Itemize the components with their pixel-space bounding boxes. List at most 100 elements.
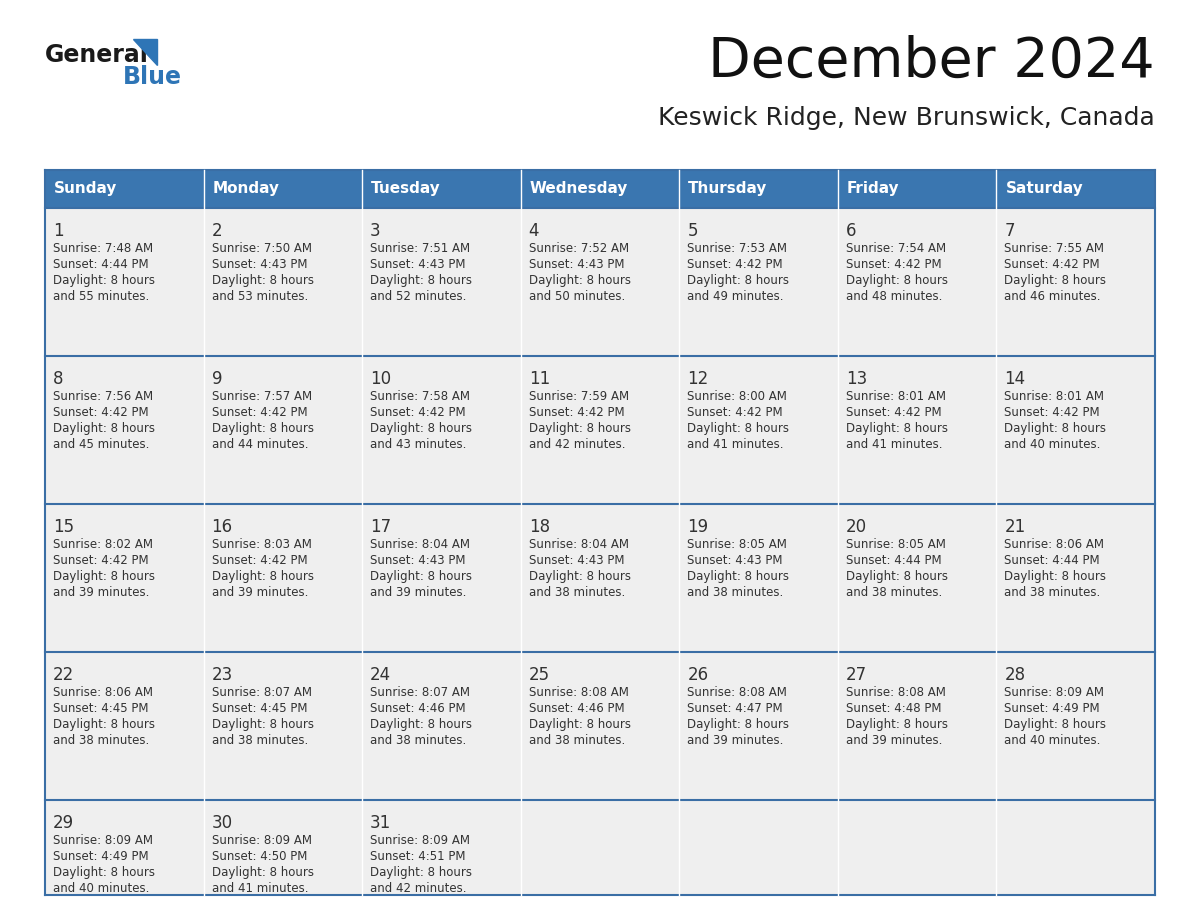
Text: and 53 minutes.: and 53 minutes.: [211, 290, 308, 303]
Bar: [45, 170, 203, 208]
Text: Sunset: 4:42 PM: Sunset: 4:42 PM: [529, 406, 625, 419]
Text: 14: 14: [1004, 370, 1025, 388]
Text: Sunset: 4:43 PM: Sunset: 4:43 PM: [688, 554, 783, 567]
Text: and 38 minutes.: and 38 minutes.: [211, 734, 308, 747]
Text: Sunrise: 8:04 AM: Sunrise: 8:04 AM: [529, 538, 628, 551]
Text: Sunday: Sunday: [53, 182, 118, 196]
Text: Sunset: 4:43 PM: Sunset: 4:43 PM: [371, 554, 466, 567]
Text: and 39 minutes.: and 39 minutes.: [53, 586, 150, 599]
Text: Wednesday: Wednesday: [530, 182, 628, 196]
Text: Sunset: 4:50 PM: Sunset: 4:50 PM: [211, 850, 307, 863]
Text: and 39 minutes.: and 39 minutes.: [688, 734, 784, 747]
Text: 27: 27: [846, 666, 867, 684]
Text: Sunrise: 8:08 AM: Sunrise: 8:08 AM: [846, 686, 946, 699]
Text: Sunset: 4:42 PM: Sunset: 4:42 PM: [1004, 406, 1100, 419]
Text: 16: 16: [211, 518, 233, 536]
Text: Sunrise: 7:51 AM: Sunrise: 7:51 AM: [371, 242, 470, 255]
Text: and 38 minutes.: and 38 minutes.: [53, 734, 150, 747]
Text: Sunset: 4:42 PM: Sunset: 4:42 PM: [211, 554, 308, 567]
Text: Sunrise: 8:06 AM: Sunrise: 8:06 AM: [53, 686, 153, 699]
Text: Sunrise: 7:54 AM: Sunrise: 7:54 AM: [846, 242, 946, 255]
Text: 22: 22: [53, 666, 74, 684]
Text: Sunset: 4:43 PM: Sunset: 4:43 PM: [211, 258, 307, 271]
Text: Sunset: 4:49 PM: Sunset: 4:49 PM: [53, 850, 148, 863]
Text: and 38 minutes.: and 38 minutes.: [688, 586, 784, 599]
Text: Sunset: 4:42 PM: Sunset: 4:42 PM: [688, 258, 783, 271]
Bar: [520, 170, 680, 208]
Text: Sunset: 4:42 PM: Sunset: 4:42 PM: [53, 406, 148, 419]
Text: Sunrise: 8:09 AM: Sunrise: 8:09 AM: [211, 834, 311, 847]
Text: Sunrise: 8:08 AM: Sunrise: 8:08 AM: [688, 686, 788, 699]
Text: and 55 minutes.: and 55 minutes.: [53, 290, 150, 303]
Bar: [45, 652, 1155, 800]
Text: and 39 minutes.: and 39 minutes.: [846, 734, 942, 747]
Text: and 40 minutes.: and 40 minutes.: [1004, 438, 1101, 451]
Text: 23: 23: [211, 666, 233, 684]
Text: Sunrise: 8:07 AM: Sunrise: 8:07 AM: [211, 686, 311, 699]
Text: Sunset: 4:46 PM: Sunset: 4:46 PM: [529, 702, 625, 715]
Text: Daylight: 8 hours: Daylight: 8 hours: [211, 274, 314, 287]
Text: 4: 4: [529, 222, 539, 240]
Text: Sunrise: 8:07 AM: Sunrise: 8:07 AM: [371, 686, 470, 699]
Text: 28: 28: [1004, 666, 1025, 684]
Text: Sunrise: 7:59 AM: Sunrise: 7:59 AM: [529, 390, 628, 403]
Text: Daylight: 8 hours: Daylight: 8 hours: [529, 718, 631, 731]
Text: 24: 24: [371, 666, 391, 684]
Text: Keswick Ridge, New Brunswick, Canada: Keswick Ridge, New Brunswick, Canada: [658, 106, 1155, 130]
Text: Daylight: 8 hours: Daylight: 8 hours: [211, 718, 314, 731]
Text: Daylight: 8 hours: Daylight: 8 hours: [846, 274, 948, 287]
Text: and 43 minutes.: and 43 minutes.: [371, 438, 467, 451]
Text: and 38 minutes.: and 38 minutes.: [846, 586, 942, 599]
Text: and 38 minutes.: and 38 minutes.: [371, 734, 467, 747]
Text: Daylight: 8 hours: Daylight: 8 hours: [688, 422, 789, 435]
Text: and 50 minutes.: and 50 minutes.: [529, 290, 625, 303]
Text: Daylight: 8 hours: Daylight: 8 hours: [211, 422, 314, 435]
Text: and 40 minutes.: and 40 minutes.: [1004, 734, 1101, 747]
Text: 10: 10: [371, 370, 391, 388]
Text: 19: 19: [688, 518, 708, 536]
Text: and 38 minutes.: and 38 minutes.: [529, 586, 625, 599]
Polygon shape: [133, 39, 157, 65]
Text: and 39 minutes.: and 39 minutes.: [371, 586, 467, 599]
Text: Daylight: 8 hours: Daylight: 8 hours: [1004, 422, 1106, 435]
Text: 1: 1: [53, 222, 64, 240]
Text: Sunset: 4:43 PM: Sunset: 4:43 PM: [529, 258, 624, 271]
Text: 2: 2: [211, 222, 222, 240]
Text: Daylight: 8 hours: Daylight: 8 hours: [688, 718, 789, 731]
Text: and 46 minutes.: and 46 minutes.: [1004, 290, 1101, 303]
Bar: [45, 208, 1155, 356]
Bar: [838, 170, 997, 208]
Text: Daylight: 8 hours: Daylight: 8 hours: [846, 570, 948, 583]
Text: Sunrise: 8:08 AM: Sunrise: 8:08 AM: [529, 686, 628, 699]
Text: and 44 minutes.: and 44 minutes.: [211, 438, 308, 451]
Text: Sunset: 4:47 PM: Sunset: 4:47 PM: [688, 702, 783, 715]
Text: 30: 30: [211, 814, 233, 832]
Text: Sunset: 4:49 PM: Sunset: 4:49 PM: [1004, 702, 1100, 715]
Text: Sunrise: 7:56 AM: Sunrise: 7:56 AM: [53, 390, 153, 403]
Text: Tuesday: Tuesday: [371, 182, 441, 196]
Bar: [203, 170, 362, 208]
Text: and 38 minutes.: and 38 minutes.: [529, 734, 625, 747]
Text: Sunrise: 8:01 AM: Sunrise: 8:01 AM: [1004, 390, 1105, 403]
Text: 9: 9: [211, 370, 222, 388]
Text: Sunrise: 8:04 AM: Sunrise: 8:04 AM: [371, 538, 470, 551]
Bar: [997, 170, 1155, 208]
Text: 12: 12: [688, 370, 708, 388]
Bar: [45, 504, 1155, 652]
Text: Daylight: 8 hours: Daylight: 8 hours: [53, 274, 154, 287]
Text: Sunset: 4:42 PM: Sunset: 4:42 PM: [1004, 258, 1100, 271]
Text: Daylight: 8 hours: Daylight: 8 hours: [688, 570, 789, 583]
Text: 17: 17: [371, 518, 391, 536]
Text: Sunrise: 7:58 AM: Sunrise: 7:58 AM: [371, 390, 470, 403]
Text: Sunset: 4:42 PM: Sunset: 4:42 PM: [211, 406, 308, 419]
Text: and 49 minutes.: and 49 minutes.: [688, 290, 784, 303]
Text: 6: 6: [846, 222, 857, 240]
Text: and 39 minutes.: and 39 minutes.: [211, 586, 308, 599]
Text: Daylight: 8 hours: Daylight: 8 hours: [1004, 570, 1106, 583]
Text: and 38 minutes.: and 38 minutes.: [1004, 586, 1100, 599]
Text: Daylight: 8 hours: Daylight: 8 hours: [53, 422, 154, 435]
Text: and 41 minutes.: and 41 minutes.: [688, 438, 784, 451]
Text: Daylight: 8 hours: Daylight: 8 hours: [211, 866, 314, 879]
Text: Daylight: 8 hours: Daylight: 8 hours: [846, 422, 948, 435]
Text: Sunrise: 8:09 AM: Sunrise: 8:09 AM: [1004, 686, 1105, 699]
